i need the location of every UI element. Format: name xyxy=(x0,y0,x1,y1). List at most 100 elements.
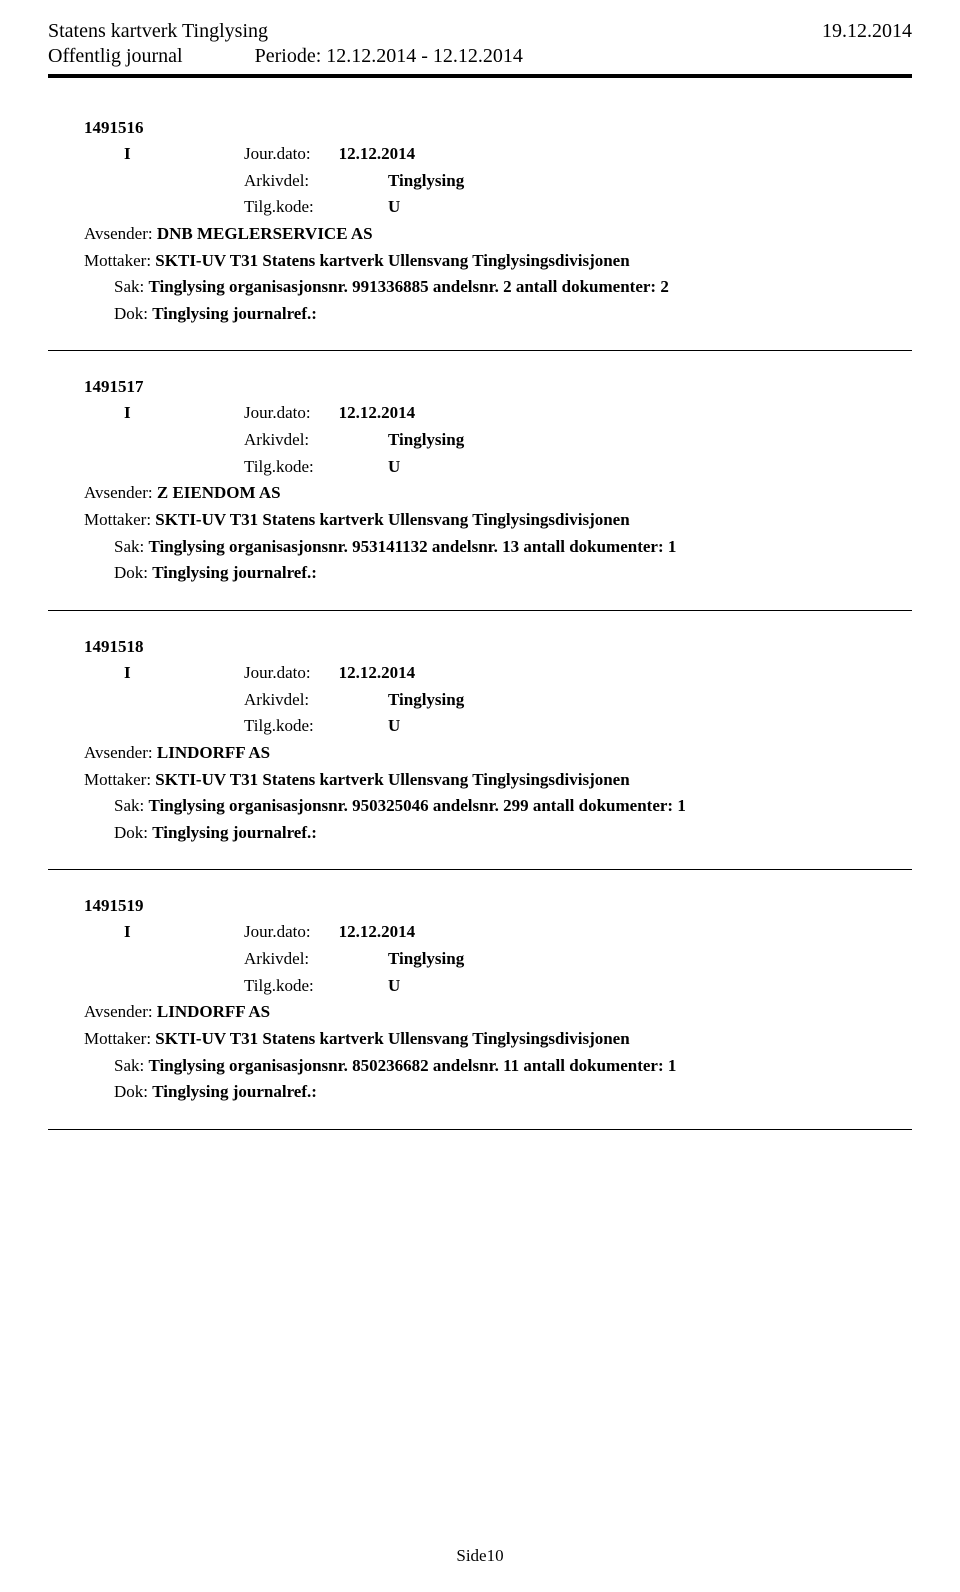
dok-value: Tinglysing journalref.: xyxy=(152,563,317,582)
header-date: 19.12.2014 xyxy=(822,20,912,43)
spacer xyxy=(124,688,244,713)
entry-separator xyxy=(48,350,912,351)
spacer xyxy=(124,714,244,739)
avsender-label: Avsender: xyxy=(84,224,157,243)
avsender-label: Avsender: xyxy=(84,743,157,762)
tilg-label: Tilg.kode: xyxy=(244,714,388,739)
sak-label: Sak: xyxy=(114,537,148,556)
jour-date: 12.12.2014 xyxy=(339,920,416,945)
entry-separator xyxy=(48,869,912,870)
dok-label: Dok: xyxy=(114,823,152,842)
arkiv-label: Arkivdel: xyxy=(244,688,388,713)
sak-value: Tinglysing organisasjonsnr. 950325046 an… xyxy=(148,796,685,815)
entry-type: I xyxy=(124,920,244,945)
entry-row-tilg: Tilg.kode:U xyxy=(124,714,912,739)
entry-avsender: Avsender: DNB MEGLERSERVICE AS xyxy=(84,222,912,247)
arkiv-value: Tinglysing xyxy=(388,169,464,194)
entry-dok: Dok: Tinglysing journalref.: xyxy=(114,821,912,846)
entry-row-arkiv: Arkivdel:Tinglysing xyxy=(124,947,912,972)
entry-row-jour: IJour.dato:12.12.2014 xyxy=(124,920,912,945)
sak-value: Tinglysing organisasjonsnr. 953141132 an… xyxy=(148,537,676,556)
tilg-value: U xyxy=(388,195,400,220)
dok-value: Tinglysing journalref.: xyxy=(152,823,317,842)
jour-date: 12.12.2014 xyxy=(339,661,416,686)
header-subtitle: Offentlig journal xyxy=(48,45,183,68)
entry-type: I xyxy=(124,142,244,167)
sak-value: Tinglysing organisasjonsnr. 991336885 an… xyxy=(148,277,668,296)
entry-avsender: Avsender: LINDORFF AS xyxy=(84,741,912,766)
entry-sak: Sak: Tinglysing organisasjonsnr. 9913368… xyxy=(114,275,912,300)
sak-label: Sak: xyxy=(114,1056,148,1075)
header-title: Statens kartverk Tinglysing xyxy=(48,20,268,43)
entry-dok: Dok: Tinglysing journalref.: xyxy=(114,302,912,327)
mottaker-value: SKTI-UV T31 Statens kartverk Ullensvang … xyxy=(155,770,629,789)
spacer xyxy=(124,428,244,453)
entry-sak: Sak: Tinglysing organisasjonsnr. 9531411… xyxy=(114,535,912,560)
sak-label: Sak: xyxy=(114,277,148,296)
dok-value: Tinglysing journalref.: xyxy=(152,1082,317,1101)
page-header-top: Statens kartverk Tinglysing 19.12.2014 xyxy=(48,20,912,43)
entry-sak: Sak: Tinglysing organisasjonsnr. 8502366… xyxy=(114,1054,912,1079)
entry-row-jour: IJour.dato: 12.12.2014 xyxy=(124,661,912,686)
entry-sak: Sak: Tinglysing organisasjonsnr. 9503250… xyxy=(114,794,912,819)
spacer xyxy=(124,947,244,972)
mottaker-label: Mottaker: xyxy=(84,251,155,270)
tilg-value: U xyxy=(388,974,400,999)
entry-row-tilg: Tilg.kode:U xyxy=(124,195,912,220)
sak-label: Sak: xyxy=(114,796,148,815)
entry-row-tilg: Tilg.kode:U xyxy=(124,455,912,480)
entry-separator xyxy=(48,610,912,611)
entry-row-arkiv: Arkivdel:Tinglysing xyxy=(124,688,912,713)
entry-id: 1491517 xyxy=(84,377,912,397)
tilg-label: Tilg.kode: xyxy=(244,974,388,999)
page-footer: Side10 xyxy=(0,1546,960,1566)
journal-entry: 1491518IJour.dato:12.12.2014Arkivdel:Tin… xyxy=(84,637,912,845)
dok-label: Dok: xyxy=(114,1082,152,1101)
entry-avsender: Avsender: Z EIENDOM AS xyxy=(84,481,912,506)
dok-label: Dok: xyxy=(114,304,152,323)
mottaker-label: Mottaker: xyxy=(84,770,155,789)
sak-value: Tinglysing organisasjonsnr. 850236682 an… xyxy=(148,1056,676,1075)
jour-label: Jour.dato: xyxy=(244,142,311,167)
tilg-value: U xyxy=(388,455,400,480)
spacer xyxy=(124,195,244,220)
jour-label: Jour.dato: xyxy=(244,401,311,426)
entry-type: I xyxy=(124,661,244,686)
entry-avsender: Avsender: LINDORFF AS xyxy=(84,1000,912,1025)
entry-row-arkiv: Arkivdel:Tinglysing xyxy=(124,428,912,453)
entry-mottaker: Mottaker: SKTI-UV T31 Statens kartverk U… xyxy=(84,768,912,793)
arkiv-label: Arkivdel: xyxy=(244,428,388,453)
avsender-value: Z EIENDOM AS xyxy=(157,483,281,502)
tilg-label: Tilg.kode: xyxy=(244,455,388,480)
arkiv-label: Arkivdel: xyxy=(244,947,388,972)
tilg-label: Tilg.kode: xyxy=(244,195,388,220)
avsender-value: LINDORFF AS xyxy=(157,743,270,762)
journal-entry: 1491519IJour.dato:12.12.2014Arkivdel:Tin… xyxy=(84,896,912,1104)
tilg-value: U xyxy=(388,714,400,739)
mottaker-label: Mottaker: xyxy=(84,1029,155,1048)
spacer xyxy=(124,169,244,194)
jour-date: 12.12.2014 xyxy=(339,401,416,426)
arkiv-value: Tinglysing xyxy=(388,428,464,453)
spacer xyxy=(124,455,244,480)
page-header-sub: Offentlig journal Periode: 12.12.2014 - … xyxy=(48,45,912,68)
mottaker-value: SKTI-UV T31 Statens kartverk Ullensvang … xyxy=(155,251,629,270)
entry-type: I xyxy=(124,401,244,426)
entry-id: 1491519 xyxy=(84,896,912,916)
jour-label: Jour.dato: xyxy=(244,661,311,686)
arkiv-value: Tinglysing xyxy=(388,688,464,713)
entry-separator xyxy=(48,1129,912,1130)
avsender-label: Avsender: xyxy=(84,1002,157,1021)
dok-label: Dok: xyxy=(114,563,152,582)
entry-dok: Dok: Tinglysing journalref.: xyxy=(114,1080,912,1105)
arkiv-value: Tinglysing xyxy=(388,947,464,972)
entry-id: 1491518 xyxy=(84,637,912,657)
entry-row-tilg: Tilg.kode:U xyxy=(124,974,912,999)
spacer xyxy=(124,974,244,999)
avsender-label: Avsender: xyxy=(84,483,157,502)
mottaker-value: SKTI-UV T31 Statens kartverk Ullensvang … xyxy=(155,1029,629,1048)
entry-mottaker: Mottaker: SKTI-UV T31 Statens kartverk U… xyxy=(84,1027,912,1052)
header-periode: Periode: 12.12.2014 - 12.12.2014 xyxy=(255,45,523,68)
dok-value: Tinglysing journalref.: xyxy=(152,304,317,323)
entry-mottaker: Mottaker: SKTI-UV T31 Statens kartverk U… xyxy=(84,249,912,274)
